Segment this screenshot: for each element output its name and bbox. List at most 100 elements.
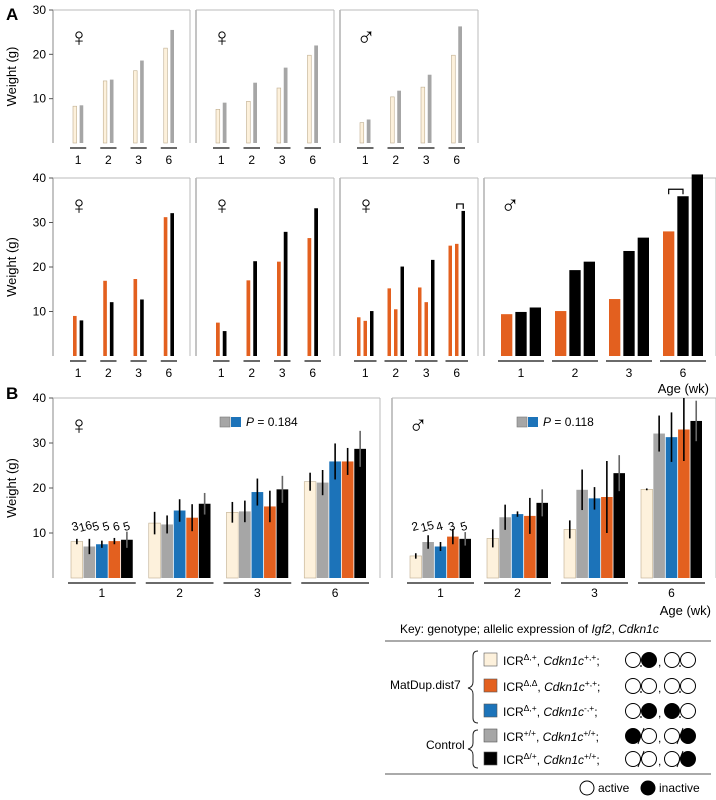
- igf2-active-allele-icon: [625, 751, 641, 767]
- sample-size-label: 5: [101, 519, 111, 534]
- p-value-text: = 0.184: [254, 415, 298, 429]
- key-gene: Cdkn1c: [543, 654, 584, 668]
- x-tick-label: 2: [248, 153, 255, 167]
- x-tick-label: 2: [572, 366, 579, 380]
- bar-orange: [264, 506, 276, 578]
- chart-a6: ♀ 1 2 3 6: [339, 177, 479, 380]
- key-gene-sup: +/+: [584, 751, 596, 761]
- y-tick-label: 30: [33, 3, 47, 17]
- x-tick-label: 6: [668, 586, 675, 600]
- igf2-active-allele-icon: [625, 678, 641, 694]
- x-tick-label: 6: [332, 586, 339, 600]
- x-tick-label: 1: [437, 586, 444, 600]
- key-semicolon: ;: [596, 753, 599, 767]
- bar-blue: [329, 461, 341, 578]
- p-value-label: P = 0.184: [246, 415, 298, 429]
- x-tick-label: 2: [105, 366, 112, 380]
- bar-grey: [79, 105, 84, 143]
- key-gene: Cdkn1c: [544, 680, 585, 694]
- bar-orange: [555, 311, 567, 356]
- key-semicolon: ;: [596, 730, 599, 744]
- bar-cream: [359, 122, 365, 144]
- key-genotype-label: ICR+/+, Cdkn1c+/+;: [503, 728, 599, 744]
- bar-orange: [163, 217, 168, 356]
- bar-blue: [511, 514, 524, 578]
- sample-size-label: 16: [77, 518, 94, 535]
- bar-orange: [394, 309, 398, 356]
- x-tick-label: 1: [218, 153, 225, 167]
- key-group-matdup: MatDup.dist7: [390, 678, 461, 692]
- bar-orange: [418, 287, 422, 356]
- key-icr: ICR: [503, 654, 524, 668]
- x-tick-label: 3: [135, 153, 142, 167]
- bar-blue: [173, 510, 186, 578]
- bar-black: [170, 213, 174, 356]
- x-tick-label: 6: [680, 366, 687, 380]
- sample-size-label: 15: [419, 518, 436, 535]
- key-icr: ICR: [503, 730, 524, 744]
- x-tick-label: 6: [309, 153, 316, 167]
- sample-size-label: 5: [91, 519, 101, 534]
- key-icr: ICR: [503, 680, 524, 694]
- key-comma: ,: [536, 730, 543, 744]
- key-genotype-label: ICRΔ/+, Cdkn1c+/+;: [503, 751, 600, 767]
- y-tick-label: 10: [33, 92, 47, 106]
- p-symbol: P: [543, 415, 551, 429]
- bar-orange: [448, 245, 452, 356]
- key-brace-control: [467, 729, 479, 769]
- igf2-active-allele-icon: [641, 751, 657, 767]
- x-tick-label: 6: [453, 366, 460, 380]
- bar-grey: [427, 74, 432, 143]
- active-allele-icon: [579, 780, 595, 796]
- bar-orange: [609, 299, 621, 356]
- cdkn1c-active-allele-icon: [664, 728, 680, 744]
- bar-orange: [73, 315, 77, 356]
- y-axis-label: Weight (g): [4, 237, 19, 297]
- key-gene-sup: +/+: [583, 728, 595, 738]
- bar-cream: [70, 541, 84, 579]
- female-symbol-icon: ♀: [212, 190, 232, 220]
- bar-orange: [307, 238, 312, 356]
- chart-a3: ♂ 1 2 3 6: [339, 9, 479, 167]
- key-swatch-orange: [483, 678, 498, 693]
- bar-grey: [397, 90, 401, 143]
- igf2-dot: [640, 665, 642, 667]
- bar-blue: [96, 544, 108, 578]
- igf2-slash: [637, 750, 645, 768]
- y-tick-label: 40: [33, 171, 47, 185]
- bar-black: [121, 539, 133, 578]
- igf2-slash: [637, 727, 645, 745]
- igf2-active-allele-icon: [625, 652, 641, 668]
- x-tick-label: 3: [423, 366, 430, 380]
- p-value-text: = 0.118: [551, 415, 594, 429]
- igf2-dot: [640, 716, 642, 718]
- bar-black: [569, 270, 581, 356]
- bar-cream: [640, 489, 653, 579]
- bar-black: [198, 503, 211, 578]
- key-gene-sup: -,+: [584, 703, 594, 713]
- bar-cream: [246, 101, 251, 144]
- bar-orange: [108, 541, 121, 578]
- bar-cream: [420, 86, 426, 144]
- bar-blue: [251, 492, 264, 578]
- bar-black: [222, 331, 227, 356]
- bar-black: [400, 266, 404, 356]
- bar-grey: [316, 482, 329, 578]
- key-brace-matdup: [467, 650, 479, 724]
- key-semicolon: ;: [596, 654, 599, 668]
- p-legend-blue-swatch: [528, 417, 538, 427]
- bar-black: [515, 311, 527, 356]
- cdkn1c-active-allele-icon: [664, 678, 680, 694]
- bar-orange: [103, 280, 107, 356]
- x-tick-label: 1: [75, 366, 82, 380]
- key-pair-comma: ,: [658, 706, 661, 720]
- x-tick-label: 2: [392, 153, 399, 167]
- igf2-dot: [640, 691, 642, 693]
- bar-blue: [588, 498, 601, 578]
- cdkn1c-active-allele-icon: [664, 751, 680, 767]
- key-gene: Cdkn1c: [543, 753, 584, 767]
- bar-black: [370, 311, 374, 356]
- legend-inactive-label: inactive: [659, 781, 700, 795]
